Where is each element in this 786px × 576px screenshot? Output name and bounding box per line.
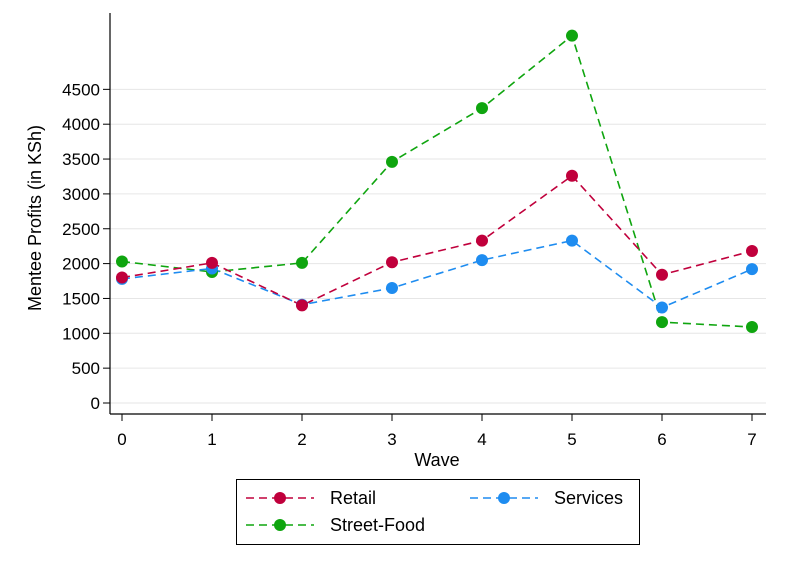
x-axis-title: Wave bbox=[414, 450, 459, 470]
data-point-retail bbox=[386, 256, 398, 269]
data-point-retail bbox=[116, 271, 128, 284]
y-tick-label: 2000 bbox=[62, 255, 100, 274]
legend-label-street-food: Street-Food bbox=[330, 515, 425, 535]
data-point-services bbox=[566, 234, 578, 247]
series-line-services bbox=[121, 239, 753, 309]
y-tick-label: 1000 bbox=[62, 324, 100, 343]
x-tick-label: 5 bbox=[567, 430, 576, 449]
data-point-retail bbox=[656, 268, 668, 281]
data-point-services bbox=[746, 263, 758, 276]
y-tick-label: 3000 bbox=[62, 185, 100, 204]
data-point-retail bbox=[206, 256, 218, 269]
series-line-street-food bbox=[121, 34, 753, 328]
x-tick-label: 1 bbox=[207, 430, 216, 449]
data-point-retail bbox=[566, 169, 578, 182]
legend-marker-retail bbox=[274, 492, 286, 504]
y-tick-label: 4000 bbox=[62, 115, 100, 134]
data-point-services bbox=[476, 254, 488, 267]
axes bbox=[109, 13, 766, 415]
x-tick-label: 3 bbox=[387, 430, 396, 449]
y-tick-label: 4500 bbox=[62, 80, 100, 99]
x-tick-label: 0 bbox=[117, 430, 126, 449]
y-axis-title: Mentee Profits (in KSh) bbox=[25, 125, 45, 311]
data-point-retail bbox=[296, 299, 308, 312]
y-tick-label: 1500 bbox=[62, 289, 100, 308]
data-point-street-food bbox=[476, 102, 488, 115]
data-point-street-food bbox=[116, 255, 128, 268]
series-line-retail bbox=[121, 174, 753, 307]
legend-item-street-food: Street-Food bbox=[246, 515, 425, 535]
data-point-street-food bbox=[386, 155, 398, 168]
legend-label-services: Services bbox=[554, 488, 623, 508]
y-axis-ticks: 0 500 1000 1500 2000 2500 3000 3500 4000 4500 bbox=[62, 80, 110, 413]
legend-item-retail: Retail bbox=[246, 488, 376, 508]
legend-label-retail: Retail bbox=[330, 488, 376, 508]
gridlines bbox=[110, 88, 766, 404]
data-point-retail bbox=[476, 234, 488, 247]
data-point-street-food bbox=[566, 29, 578, 42]
data-point-retail bbox=[746, 245, 758, 258]
x-tick-label: 6 bbox=[657, 430, 666, 449]
y-tick-label: 500 bbox=[72, 359, 100, 378]
x-axis-ticks: 0 1 2 3 4 5 6 7 bbox=[117, 414, 757, 449]
legend-marker-street-food bbox=[274, 519, 286, 531]
data-point-street-food bbox=[746, 321, 758, 334]
legend-marker-services bbox=[498, 492, 510, 504]
series-lines bbox=[116, 29, 758, 334]
x-tick-label: 7 bbox=[747, 430, 756, 449]
legend-box bbox=[236, 479, 640, 545]
data-point-services bbox=[386, 281, 398, 294]
legend: Retail Services Street-Food bbox=[236, 479, 640, 545]
y-tick-label: 2500 bbox=[62, 220, 100, 239]
data-point-street-food bbox=[296, 256, 308, 269]
legend-item-services: Services bbox=[470, 488, 623, 508]
x-tick-label: 4 bbox=[477, 430, 486, 449]
data-point-street-food bbox=[656, 316, 668, 329]
y-tick-label: 0 bbox=[91, 394, 100, 413]
x-tick-label: 2 bbox=[297, 430, 306, 449]
data-point-services bbox=[656, 301, 668, 314]
y-tick-label: 3500 bbox=[62, 150, 100, 169]
